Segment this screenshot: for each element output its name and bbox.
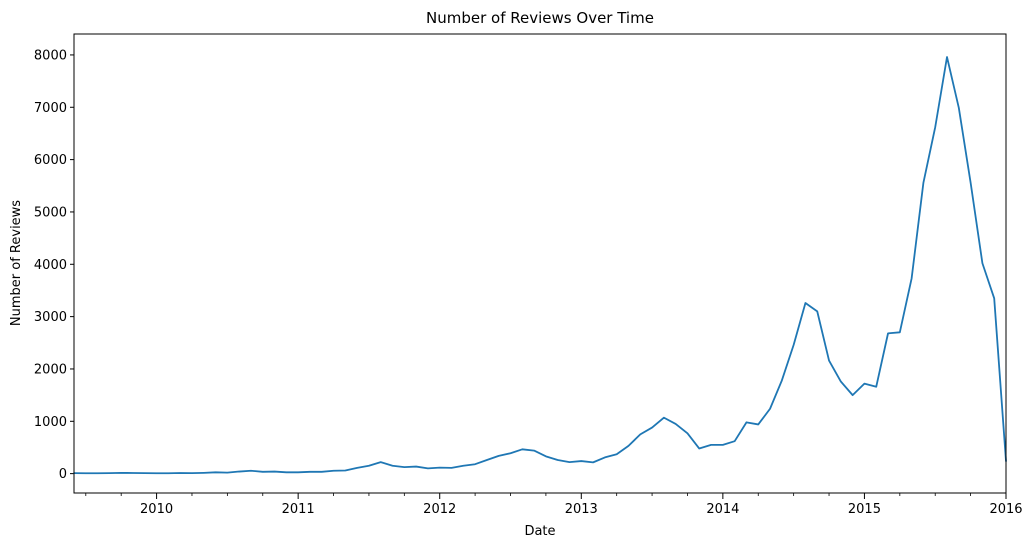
y-axis-label: Number of Reviews	[9, 200, 24, 326]
y-tick-label: 8000	[34, 48, 67, 63]
x-tick-label: 2011	[282, 502, 315, 517]
plot-area-frame	[73, 33, 1007, 494]
series-line	[73, 56, 1007, 475]
y-tick-label: 0	[59, 467, 67, 482]
x-tick-label: 2015	[848, 502, 881, 517]
x-tick-label: 2012	[423, 502, 456, 517]
y-tick-label: 7000	[34, 101, 67, 116]
y-axis-ticks: 0 1000 2000 3000 4000 5000 6000 7000 8000	[34, 48, 74, 482]
y-tick-label: 5000	[34, 205, 67, 220]
chart-title: Number of Reviews Over Time	[426, 9, 654, 27]
y-tick-label: 2000	[34, 362, 67, 377]
x-tick-label: 2013	[565, 502, 598, 517]
x-axis-ticks: 2010 2011 2012 2013 2014 2015 2016	[140, 493, 1023, 517]
x-axis-label: Date	[524, 524, 555, 539]
y-tick-label: 6000	[34, 153, 67, 168]
x-tick-label: 2010	[140, 502, 173, 517]
y-tick-label: 3000	[34, 310, 67, 325]
y-tick-label: 1000	[34, 415, 67, 430]
x-tick-label: 2016	[989, 502, 1022, 517]
x-tick-label: 2014	[706, 502, 739, 517]
y-tick-label: 4000	[34, 258, 67, 273]
